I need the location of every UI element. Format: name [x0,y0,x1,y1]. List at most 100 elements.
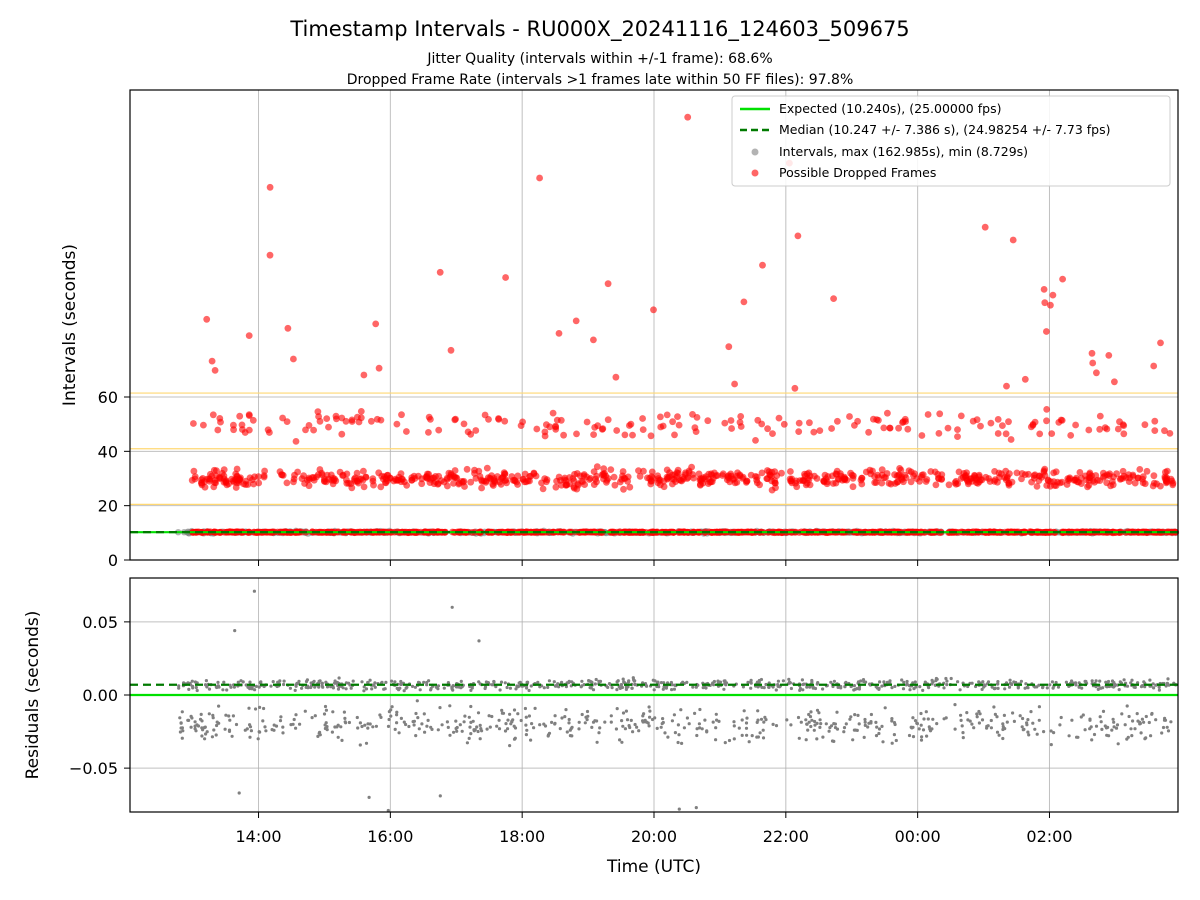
residual-point [411,720,415,724]
residual-point [694,685,698,689]
dropped-frame-point [245,426,253,434]
dropped-frame-point [669,418,676,426]
residual-point [894,738,898,743]
residual-point [1041,686,1045,690]
top-y-tick-label: 20 [98,497,118,516]
residual-point [677,733,681,737]
dropped-frame-point [1041,299,1049,307]
residual-point [816,681,820,685]
residual-point [253,688,257,692]
residual-point [722,687,726,691]
residual-point [515,684,519,688]
residual-point [676,723,681,727]
residual-point [524,715,528,719]
dropped-frame-point [872,479,880,486]
residual-point [919,711,923,716]
residual-point [186,718,190,722]
dropped-frame-point [347,480,355,488]
dropped-frame-point [266,429,273,436]
dropped-frame-point [590,336,597,344]
residual-point [856,680,861,684]
residual-point [292,717,296,722]
residual-point [524,733,529,737]
dropped-frame-point [747,471,755,479]
residual-point [217,704,221,708]
dropped-frame-point [919,471,927,479]
top-y-tick-label: 40 [98,442,118,461]
residual-point [231,714,235,718]
residual-point [1083,728,1087,732]
dropped-frame-point [425,429,432,436]
residual-point [911,735,916,739]
legend-intervals-label: Intervals, max (162.985s), min (8.729s) [779,144,1028,159]
residual-point [341,686,345,690]
dropped-frame-point [791,384,799,392]
residual-point [214,733,218,737]
residual-point [695,733,699,738]
dropped-frame-point [1136,466,1144,473]
residual-point [685,680,689,685]
residual-point [821,735,825,739]
residual-point [485,727,489,731]
residual-point [842,730,846,734]
residual-point [239,679,243,683]
dropped-frame-point [1111,378,1118,386]
top-y-tick-label: 0 [108,551,118,570]
residual-point [448,704,452,708]
residual-point [309,685,313,690]
dropped-frame-point [543,421,550,429]
residual-point [819,722,823,726]
residual-point [247,706,251,710]
residual-point [322,712,327,716]
residual-point [310,716,314,720]
residual-point [440,723,444,727]
residual-point [666,735,670,739]
residual-point [395,713,399,717]
residual-point [1125,684,1130,688]
dropped-frame-point [884,409,891,417]
residual-point [1045,686,1049,690]
residual-point [317,685,321,689]
dropped-frame-point [910,472,917,480]
residual-point [877,727,882,731]
dropped-frame-point [932,481,940,489]
residual-point [487,714,491,718]
residual-point [857,722,861,726]
dropped-frame-point [1063,481,1071,488]
residual-point [663,731,667,735]
residual-point [271,680,275,684]
dropped-frame-point [452,415,459,423]
residual-point [349,686,353,690]
residual-point [953,727,957,731]
residual-point [210,735,214,739]
dropped-frame-point [727,470,735,478]
residual-point [757,680,761,684]
residual-point [966,718,970,722]
dropped-frame-point [203,315,211,323]
residual-point [597,731,601,735]
dropped-frame-point [249,416,257,424]
residual-point [1160,731,1164,735]
residual-point [797,736,801,740]
residual-point [373,681,377,685]
residual-point [469,704,473,709]
residual-point [344,721,348,725]
dropped-frame-point [1050,478,1058,486]
residual-point [810,718,814,722]
residual-point [429,725,433,729]
residual-point [594,677,598,682]
residual-point [714,726,718,730]
dropped-frame-point [1089,359,1097,367]
residual-point [564,708,568,712]
residual-point [378,713,382,717]
dropped-frame-point [704,417,712,425]
dropped-frame-point [731,380,738,388]
dropped-frame-point [598,426,606,433]
residual-point [624,709,629,713]
residual-point [972,726,976,730]
residual-point [874,734,879,738]
residual-point [1164,684,1168,688]
residual-point [525,686,529,690]
residual-point [878,680,882,684]
dropped-frame-point [552,483,560,491]
